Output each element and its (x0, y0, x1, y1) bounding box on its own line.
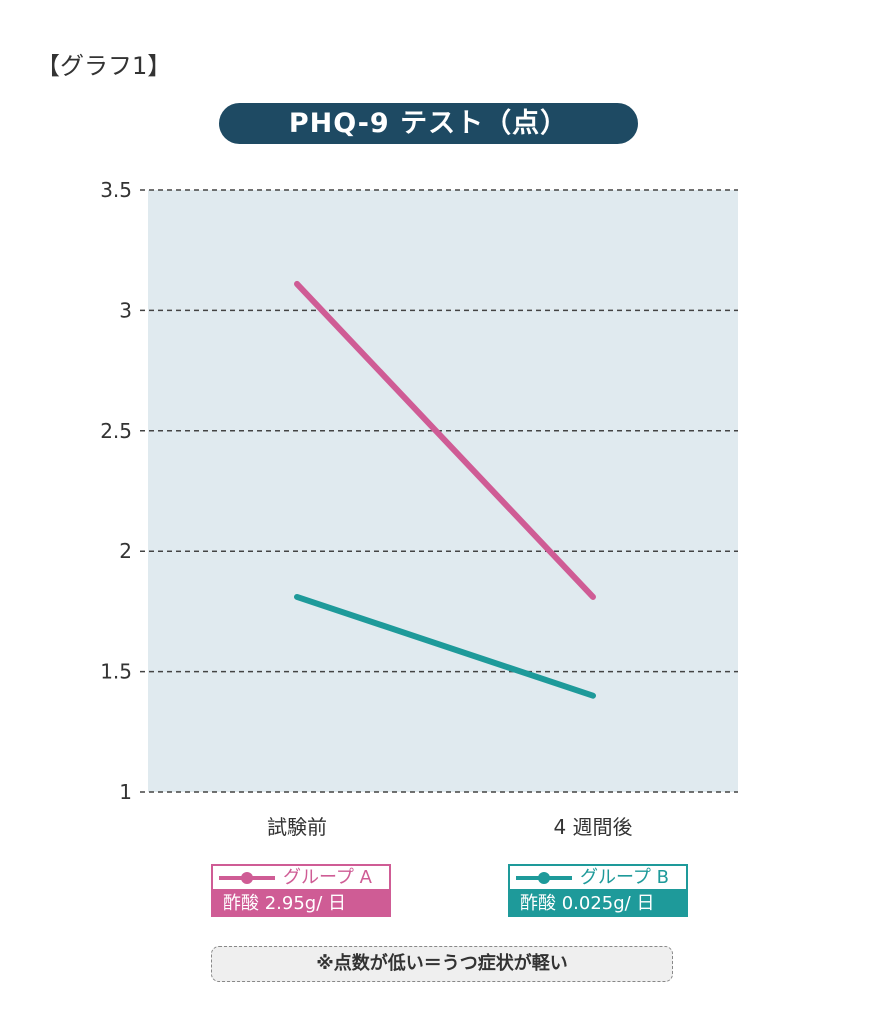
x-tick-label: 4 週間後 (553, 815, 632, 839)
line-chart: 3.5 3 2.5 2 1.5 1 試験前 4 週間後 (100, 178, 738, 839)
y-tick-label: 1 (119, 780, 132, 804)
y-tick-label: 2 (119, 539, 132, 563)
legend-series-name-b: グループ B (580, 867, 669, 888)
note-box: ※点数が低い＝うつ症状が軽い (211, 946, 673, 982)
legend-group-b: グループ B 酢酸 0.025g/ 日 (508, 864, 688, 917)
legend-group-a: グループ A 酢酸 2.95g/ 日 (211, 864, 391, 917)
series-lines (294, 280, 596, 699)
y-tick-label: 2.5 (100, 419, 132, 443)
y-tick-label: 3.5 (100, 178, 132, 202)
legend-dose-a: 酢酸 2.95g/ 日 (211, 891, 391, 917)
x-tick-label: 試験前 (267, 815, 327, 839)
graph-label: 【グラフ1】 (36, 52, 172, 80)
series-line-group-b (294, 593, 596, 699)
legend-series-name-a: グループ A (283, 867, 372, 888)
chart-title: PHQ-9 テスト（点） (219, 103, 638, 144)
y-tick-label: 1.5 (100, 660, 132, 684)
y-axis-ticks: 3.5 3 2.5 2 1.5 1 (100, 178, 132, 804)
y-tick-label: 3 (119, 298, 132, 322)
x-axis-ticks: 試験前 4 週間後 (267, 815, 633, 839)
legend-marker-b (516, 871, 572, 884)
legend-marker-a (219, 871, 275, 884)
plot-area (148, 190, 738, 792)
gridlines (140, 189, 738, 793)
series-line-group-a (294, 280, 596, 600)
legend-dose-b: 酢酸 0.025g/ 日 (508, 891, 688, 917)
